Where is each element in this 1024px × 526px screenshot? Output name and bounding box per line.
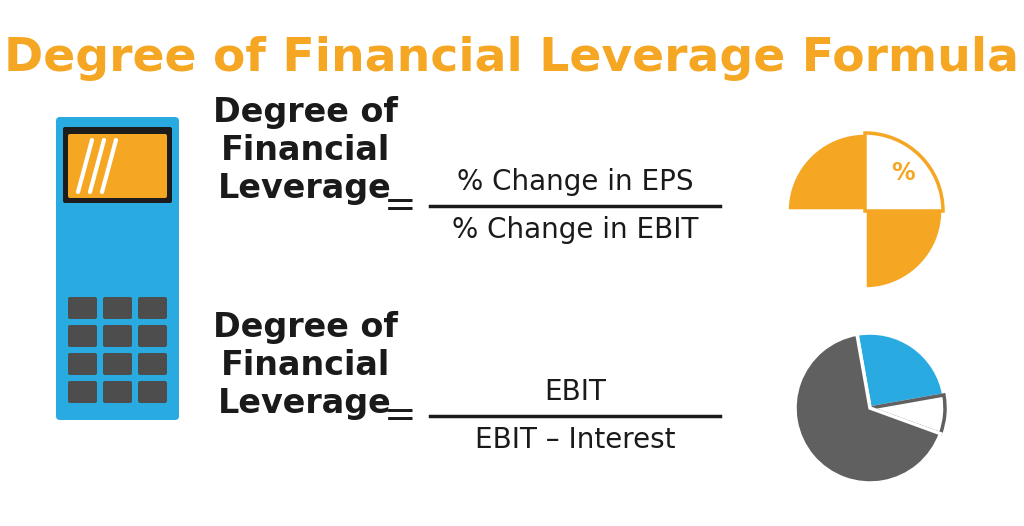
Wedge shape xyxy=(865,133,943,211)
Text: %: % xyxy=(891,161,914,185)
FancyBboxPatch shape xyxy=(68,325,97,347)
FancyBboxPatch shape xyxy=(103,381,132,403)
FancyBboxPatch shape xyxy=(103,325,132,347)
FancyBboxPatch shape xyxy=(138,381,167,403)
Wedge shape xyxy=(795,334,940,483)
Text: =: = xyxy=(384,397,417,435)
FancyBboxPatch shape xyxy=(68,353,97,375)
Text: % Change in EBIT: % Change in EBIT xyxy=(452,216,698,244)
FancyBboxPatch shape xyxy=(68,297,97,319)
Text: Degree of Financial Leverage Formula: Degree of Financial Leverage Formula xyxy=(4,36,1020,81)
Text: =: = xyxy=(384,187,417,225)
FancyBboxPatch shape xyxy=(144,134,166,152)
Wedge shape xyxy=(870,395,945,433)
Text: EBIT – Interest: EBIT – Interest xyxy=(475,426,675,454)
FancyBboxPatch shape xyxy=(138,325,167,347)
FancyBboxPatch shape xyxy=(68,381,97,403)
Wedge shape xyxy=(787,133,943,289)
FancyBboxPatch shape xyxy=(138,297,167,319)
FancyBboxPatch shape xyxy=(103,297,132,319)
Text: EBIT: EBIT xyxy=(544,378,606,406)
FancyBboxPatch shape xyxy=(138,353,167,375)
FancyBboxPatch shape xyxy=(63,127,172,203)
Text: % Change in EPS: % Change in EPS xyxy=(457,168,693,196)
FancyBboxPatch shape xyxy=(56,117,179,420)
Text: Degree of
Financial
Leverage: Degree of Financial Leverage xyxy=(213,96,397,205)
Text: Degree of
Financial
Leverage: Degree of Financial Leverage xyxy=(213,311,397,420)
FancyBboxPatch shape xyxy=(103,353,132,375)
Wedge shape xyxy=(857,333,944,408)
Text: %: % xyxy=(829,217,860,246)
FancyBboxPatch shape xyxy=(68,134,167,198)
